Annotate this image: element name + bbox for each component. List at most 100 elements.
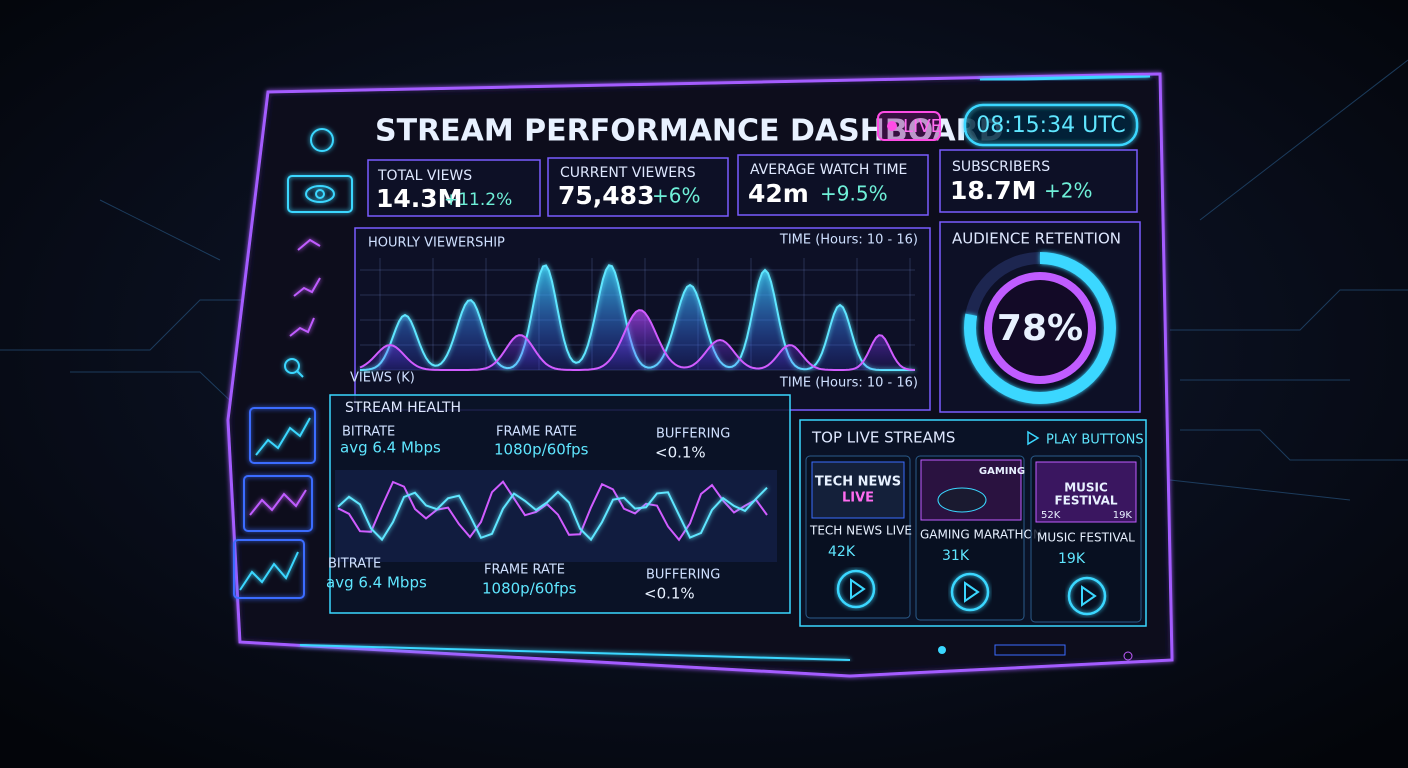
- chart-icon[interactable]: [293, 277, 321, 297]
- mini-line: [249, 489, 307, 516]
- stream-viewers: 19K: [1058, 551, 1086, 567]
- wave-line: [359, 309, 916, 371]
- stream-viewers: 31K: [942, 548, 970, 564]
- stat-change: +6%: [652, 184, 701, 208]
- play-button[interactable]: [836, 569, 876, 609]
- sidebar: [233, 128, 353, 599]
- eye-pupil: [315, 189, 325, 199]
- clock: 08:15:34 UTC: [976, 113, 1125, 138]
- thumbnail: [1035, 461, 1137, 523]
- metric-value: avg 6.4 Mbps: [326, 574, 427, 592]
- mini-line: [239, 551, 299, 591]
- stat-change: +9.5%: [820, 182, 888, 206]
- stat-label: TOTAL VIEWS: [377, 168, 472, 184]
- thumbnail: [811, 461, 905, 519]
- live-badge: [877, 111, 941, 141]
- play-icon: [1027, 430, 1040, 446]
- thumbnail-text: LIVE: [842, 491, 874, 506]
- stat-value: 75,483: [558, 181, 654, 210]
- timer-icon[interactable]: [310, 128, 334, 152]
- stat-change: +11.2%: [444, 190, 512, 210]
- mini-chart-1[interactable]: [249, 407, 316, 464]
- play-icon: [850, 578, 866, 600]
- stat-value: 42m: [748, 179, 809, 208]
- y-axis-label: VIEWS (K): [350, 371, 415, 386]
- metric-value: 1080p/60fps: [494, 441, 589, 459]
- frame-accent: [299, 644, 851, 661]
- mini-line: [255, 417, 311, 456]
- eye-icon: [305, 185, 335, 203]
- thumbnail-text: FESTIVAL: [1054, 494, 1117, 508]
- dashboard-title: STREAM PERFORMANCE DASHBOARD: [375, 114, 1004, 149]
- thumbnail-text: MUSIC: [1064, 481, 1108, 495]
- frame-accent: [979, 74, 1151, 82]
- streams-action[interactable]: PLAY BUTTONS: [1046, 433, 1144, 448]
- mini-chart-2[interactable]: [243, 475, 313, 532]
- play-icon: [1081, 585, 1097, 607]
- clock-box: [963, 103, 1139, 147]
- health-band: [335, 470, 777, 562]
- stat-label: SUBSCRIBERS: [952, 159, 1050, 175]
- play-icon: [964, 581, 980, 603]
- footer-controls: [938, 644, 1133, 661]
- stream-name: MUSIC FESTIVAL: [1037, 531, 1135, 545]
- stat-card: [547, 157, 729, 217]
- metric-label: BUFFERING: [646, 568, 720, 583]
- metric-value: 1080p/60fps: [482, 580, 577, 598]
- search-icon[interactable]: [284, 358, 300, 374]
- metric-value: <0.1%: [644, 585, 695, 603]
- thumbnail-stat: 19K: [1113, 510, 1133, 521]
- stat-change: +2%: [1044, 179, 1093, 203]
- metric-value: <0.1%: [655, 444, 706, 462]
- thumbnail-stat: 52K: [1041, 510, 1061, 521]
- thumbnail-text: GAMING: [979, 466, 1025, 477]
- metric-label: BITRATE: [342, 425, 395, 440]
- panel-title: STREAM HEALTH: [345, 400, 461, 416]
- stream-name: TECH NEWS LIVE: [809, 524, 912, 538]
- panel-title: TOP LIVE STREAMS: [811, 429, 955, 447]
- play-button[interactable]: [1067, 576, 1107, 616]
- metric-label: BITRATE: [328, 557, 381, 572]
- stat-card: [939, 149, 1138, 213]
- live-label: LIVE: [903, 116, 942, 137]
- network-icon[interactable]: [297, 238, 321, 251]
- stat-label: AVERAGE WATCH TIME: [750, 162, 907, 178]
- control-dot[interactable]: [938, 646, 946, 654]
- hourly-chart: [359, 258, 916, 371]
- metric-label: FRAME RATE: [496, 425, 577, 440]
- view-icon-box[interactable]: [287, 175, 353, 213]
- stream-name: GAMING MARATHON: [920, 528, 1042, 542]
- panel-title: HOURLY VIEWERSHIP: [368, 236, 505, 251]
- stat-card: [737, 154, 929, 216]
- progress-bar[interactable]: [994, 644, 1066, 656]
- control-dot[interactable]: [1123, 651, 1133, 661]
- live-dot: [887, 121, 897, 131]
- wave-area: [360, 310, 915, 370]
- panel-title: AUDIENCE RETENTION: [952, 230, 1121, 248]
- metric-value: avg 6.4 Mbps: [340, 439, 441, 457]
- stat-value: 18.7M: [950, 176, 1037, 205]
- play-button[interactable]: [950, 572, 990, 612]
- retention-donut: [964, 252, 1116, 404]
- health-line: [337, 480, 768, 542]
- health-chart: [335, 470, 777, 562]
- donut-arc: [964, 252, 1116, 404]
- stat-label: CURRENT VIEWERS: [560, 165, 696, 181]
- stat-card: [367, 159, 541, 217]
- retention-label: 78%: [997, 308, 1083, 349]
- wave-area: [360, 265, 915, 370]
- mini-chart-3[interactable]: [233, 539, 305, 599]
- stat-value: 14.3M: [376, 184, 463, 213]
- stats-icon[interactable]: [289, 317, 315, 337]
- donut-inner: [984, 272, 1096, 384]
- stream-viewers: 42K: [828, 544, 856, 560]
- metric-label: BUFFERING: [656, 427, 730, 442]
- gamepad-art: [937, 487, 987, 513]
- search-handle: [296, 370, 304, 378]
- x-axis-label: TIME (Hours: 10 - 16): [779, 233, 918, 248]
- metric-label: FRAME RATE: [484, 563, 565, 578]
- health-line: [337, 486, 768, 542]
- x-axis-label: TIME (Hours: 10 - 16): [779, 376, 918, 391]
- thumbnail-text: TECH NEWS: [815, 475, 901, 490]
